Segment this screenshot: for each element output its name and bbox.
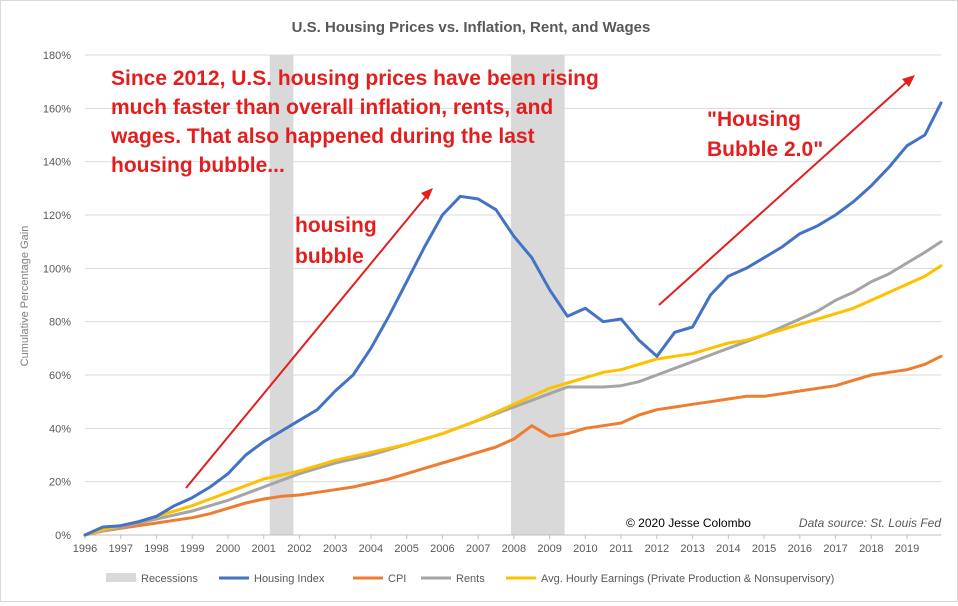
series-lines <box>83 101 943 537</box>
legend-swatch-recessions <box>106 573 136 582</box>
x-tick-label: 2010 <box>573 543 597 555</box>
legend-label-wages: Avg. Hourly Earnings (Private Production… <box>541 573 834 585</box>
y-tick-label: 160% <box>43 103 71 115</box>
x-tick-label: 2003 <box>323 543 347 555</box>
y-tick-label: 180% <box>43 50 71 62</box>
x-tick-label: 2009 <box>537 543 561 555</box>
annotation-arrows <box>185 75 915 489</box>
x-tick-label: 2000 <box>216 543 240 555</box>
x-tick-label: 2004 <box>359 543 383 555</box>
bubble-arrow-line <box>185 192 430 489</box>
x-tick-label: 2018 <box>859 543 883 555</box>
bubble2-annotation: "Housing Bubble 2.0" <box>707 108 823 161</box>
series-line-housing <box>83 101 943 537</box>
x-tick-label: 2015 <box>752 543 776 555</box>
bubble2-annotation-line-2: Bubble 2.0" <box>707 138 823 161</box>
legend-label-recessions: Recessions <box>141 573 198 585</box>
x-tick-label: 2016 <box>788 543 812 555</box>
y-tick-label: 20% <box>49 477 71 489</box>
source-text: Data source: St. Louis Fed <box>799 516 941 530</box>
bubble-annotation-line-1: housing <box>295 214 377 237</box>
x-axis-ticks: 1996 1997 1998 1999 2000 2001 2002 2003 2004 2005… <box>73 535 919 555</box>
bubble2-arrow-head <box>902 75 915 87</box>
y-tick-label: 140% <box>43 157 71 169</box>
series-line-rents <box>83 240 943 537</box>
y-tick-label: 100% <box>43 263 71 275</box>
x-tick-label: 1998 <box>144 543 168 555</box>
y-axis-label: Cumulative Percentage Gain <box>19 226 31 367</box>
x-tick-label: 2006 <box>430 543 454 555</box>
main-annotation-line-3: wages. That also happened during the las… <box>110 125 535 148</box>
bubble-arrow-head <box>421 188 433 200</box>
y-axis-ticks: 0% 20% 40% 60% 80% 100% 120% 140% 160% 180% <box>43 50 71 542</box>
y-tick-label: 60% <box>49 370 71 382</box>
y-tick-label: 80% <box>49 317 71 329</box>
chart-title: U.S. Housing Prices vs. Inflation, Rent,… <box>292 19 651 36</box>
x-tick-label: 2007 <box>466 543 490 555</box>
x-tick-label: 1999 <box>180 543 204 555</box>
legend: Recessions Housing Index CPI Rents Avg. … <box>106 573 834 585</box>
bubble-annotation-line-2: bubble <box>295 245 364 268</box>
recession-bands <box>269 55 565 535</box>
x-tick-label: 2011 <box>609 543 633 555</box>
x-tick-label: 2001 <box>251 543 275 555</box>
x-tick-label: 2019 <box>895 543 919 555</box>
x-tick-label: 2017 <box>823 543 847 555</box>
bubble-annotation: housing bubble <box>295 214 377 268</box>
main-annotation-line-1: Since 2012, U.S. housing prices have bee… <box>111 67 599 90</box>
recession-band <box>511 55 565 535</box>
x-tick-label: 2005 <box>394 543 418 555</box>
x-tick-label: 1996 <box>73 543 97 555</box>
recession-band <box>269 55 294 535</box>
legend-label-cpi: CPI <box>388 573 406 585</box>
series-line-cpi <box>83 354 943 537</box>
x-tick-label: 2013 <box>680 543 704 555</box>
y-tick-label: 120% <box>43 210 71 222</box>
x-tick-label: 2014 <box>716 543 740 555</box>
bubble2-annotation-line-1: "Housing <box>707 108 801 131</box>
x-tick-label: 1997 <box>108 543 132 555</box>
y-tick-label: 40% <box>49 423 71 435</box>
x-tick-label: 2012 <box>645 543 669 555</box>
y-tick-label: 0% <box>55 530 71 542</box>
main-annotation: Since 2012, U.S. housing prices have bee… <box>110 67 599 177</box>
x-tick-label: 2008 <box>502 543 526 555</box>
main-annotation-line-2: much faster than overall inflation, rent… <box>111 96 553 119</box>
series-line-wages <box>83 264 943 537</box>
bubble2-arrow-line <box>658 79 910 306</box>
legend-label-housing: Housing Index <box>254 573 325 585</box>
legend-label-rents: Rents <box>456 573 485 585</box>
copyright-text: © 2020 Jesse Colombo <box>626 516 751 530</box>
x-tick-label: 2002 <box>287 543 311 555</box>
main-annotation-line-4: housing bubble... <box>111 154 285 177</box>
